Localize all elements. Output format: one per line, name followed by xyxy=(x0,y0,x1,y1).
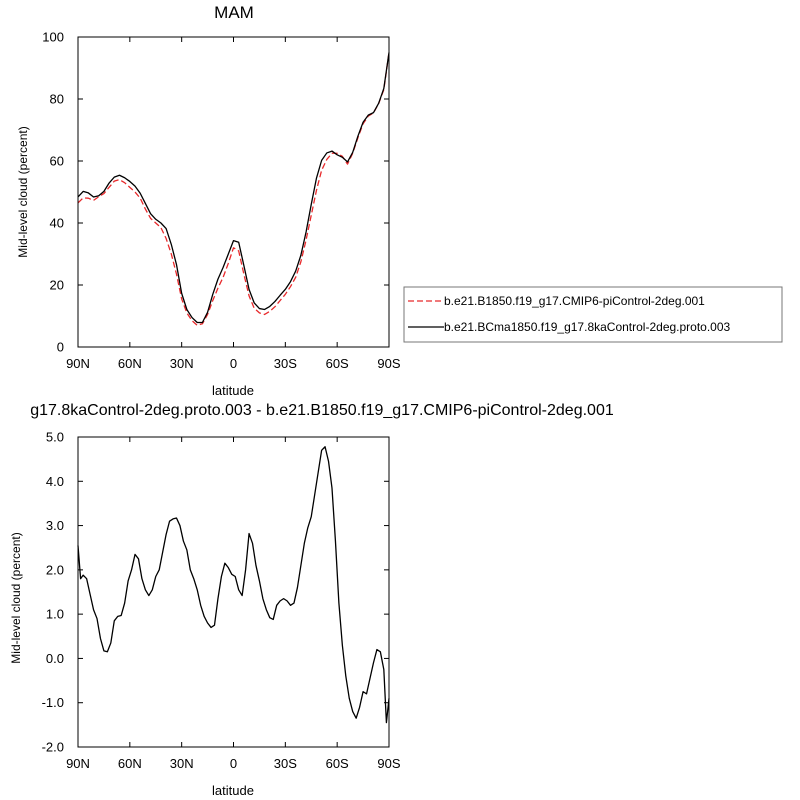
bottom-y-tick-label: 1.0 xyxy=(46,607,64,622)
bottom-x-tick-label: 90S xyxy=(377,756,400,771)
top-y-tick-label: 40 xyxy=(50,216,64,231)
bottom-chart: g17.8kaControl-2deg.proto.003 - b.e21.B1… xyxy=(9,402,614,798)
top-x-tick-label: 60N xyxy=(118,356,142,371)
top-y-tick-label: 80 xyxy=(50,92,64,107)
bottom-y-tick-label: -2.0 xyxy=(42,740,64,755)
bottom-x-tick-label: 90N xyxy=(66,756,90,771)
bottom-series-line-a xyxy=(77,446,390,724)
bottom-y-tick-label: 4.0 xyxy=(46,474,64,489)
top-y-tick-label: 60 xyxy=(50,154,64,169)
top-x-tick-label: 60S xyxy=(326,356,349,371)
bottom-x-tick-label: 60N xyxy=(118,756,142,771)
top-x-tick-label: 30N xyxy=(170,356,194,371)
legend-box xyxy=(403,286,783,343)
legend-label-piControl: b.e21.B1850.f19_g17.CMIP6-piControl-2deg… xyxy=(444,294,705,308)
top-x-tick-label: 90S xyxy=(377,356,400,371)
top-chart-title: MAM xyxy=(214,3,254,22)
bottom-x-axis-label: latitude xyxy=(212,783,254,798)
bottom-y-axis-label: Mid-level cloud (percent) xyxy=(9,532,23,663)
bottom-x-tick-label: 0 xyxy=(230,756,237,771)
top-chart: MAM 90N 60N 30N 0 30S 60S 90S 0 20 40 60 80 100 lati… xyxy=(16,3,401,398)
top-series-line-b xyxy=(77,52,390,324)
top-plot-frame xyxy=(77,36,390,348)
bottom-y-tick-label: 0.0 xyxy=(46,651,64,666)
bottom-chart-title: g17.8kaControl-2deg.proto.003 - b.e21.B1… xyxy=(30,402,614,419)
top-x-tick-label: 90N xyxy=(66,356,90,371)
top-y-tick-label: 0 xyxy=(57,340,64,355)
top-x-tick-label: 0 xyxy=(230,356,237,371)
legend-label-8kaControl: b.e21.BCma1850.f19_g17.8kaControl-2deg.p… xyxy=(444,320,731,334)
top-y-tick-label: 100 xyxy=(42,30,64,45)
bottom-y-tick-label: 5.0 xyxy=(46,430,64,445)
bottom-x-tick-label: 30N xyxy=(170,756,194,771)
bottom-plot-frame xyxy=(77,436,390,748)
top-series-line-a xyxy=(77,52,390,326)
bottom-y-tick-label: -1.0 xyxy=(42,695,64,710)
legend: b.e21.B1850.f19_g17.CMIP6-piControl-2deg… xyxy=(403,286,783,343)
bottom-x-tick-label: 30S xyxy=(274,756,297,771)
bottom-y-tick-label: 2.0 xyxy=(46,562,64,577)
bottom-y-tick-label: 3.0 xyxy=(46,518,64,533)
top-y-axis-label: Mid-level cloud (percent) xyxy=(16,126,30,257)
bottom-x-tick-label: 60S xyxy=(326,756,349,771)
top-x-tick-label: 30S xyxy=(274,356,297,371)
top-y-tick-label: 20 xyxy=(50,278,64,293)
top-x-axis-label: latitude xyxy=(212,383,254,398)
